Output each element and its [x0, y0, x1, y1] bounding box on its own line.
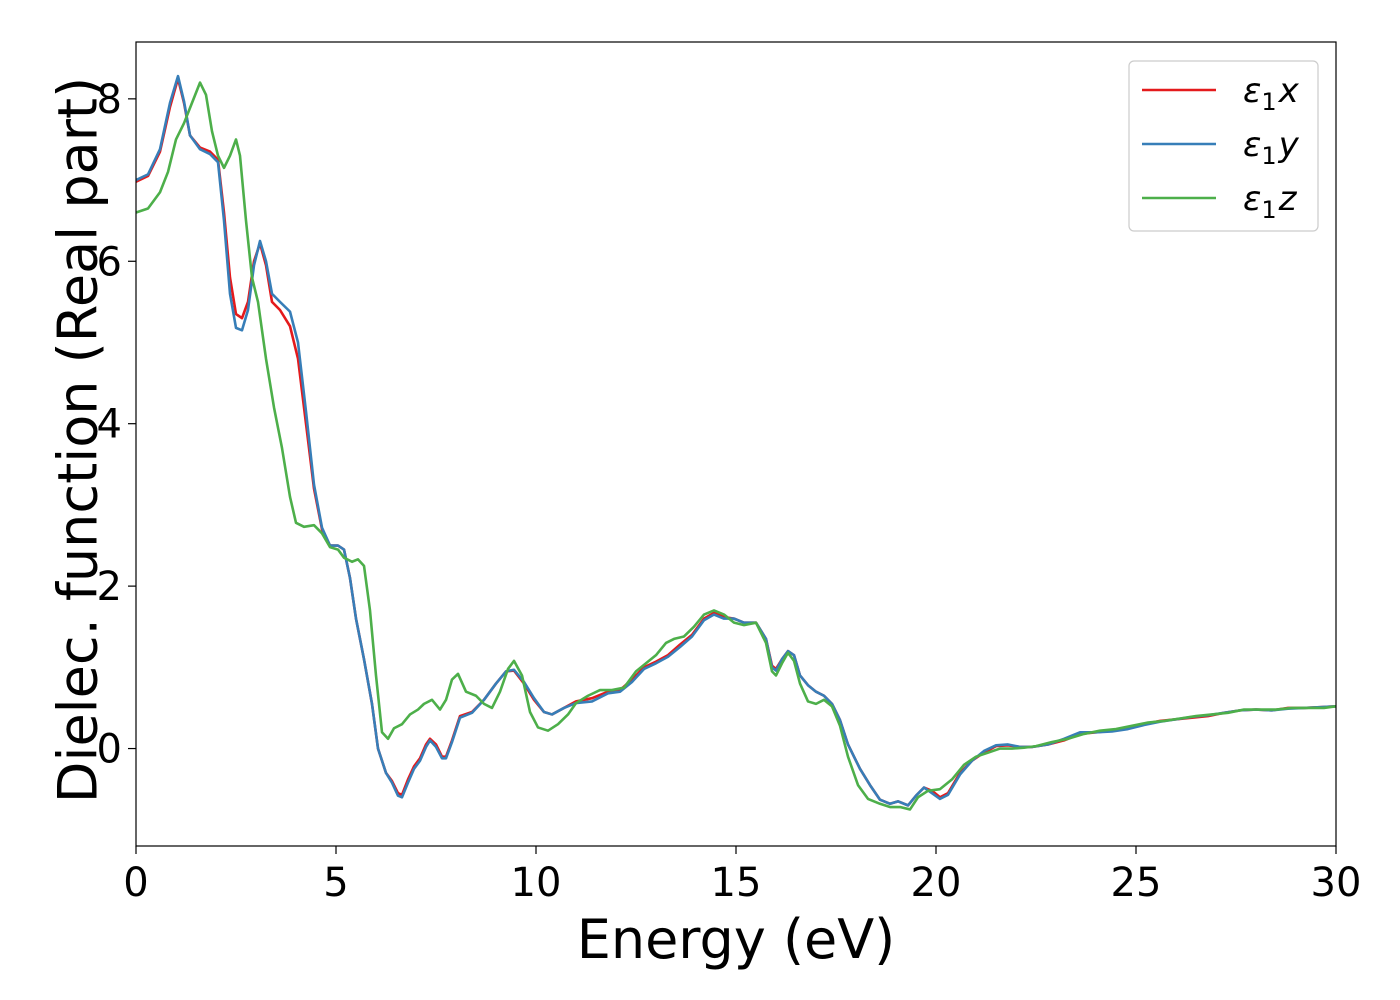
series-line-y [136, 74, 1336, 807]
series-layer [136, 74, 1336, 811]
legend-epsilon: ε [1243, 179, 1261, 219]
legend-box [1128, 60, 1319, 232]
x-tick-label: 15 [711, 860, 762, 906]
x-tick-label: 10 [511, 860, 562, 906]
legend-subscript: 1 [1261, 88, 1276, 116]
series-line-z [136, 81, 1336, 811]
y-tick-label: 2 [97, 564, 122, 610]
x-tick-label: 30 [1311, 860, 1362, 906]
y-tick-label: 4 [97, 402, 122, 448]
legend-variable: y [1278, 125, 1300, 165]
legend-variable: z [1278, 179, 1298, 219]
x-tick-label: 5 [323, 860, 348, 906]
legend-epsilon: ε [1243, 125, 1261, 165]
y-tick-label: 0 [97, 727, 122, 773]
x-axis-title: Energy (eV) [577, 908, 896, 971]
legend-label-z: ε1z [1243, 179, 1298, 224]
x-tick-label: 20 [911, 860, 962, 906]
legend-label-x: ε1x [1243, 71, 1300, 116]
y-tick-label: 8 [97, 77, 122, 123]
x-tick-label: 25 [1111, 860, 1162, 906]
y-axis-title: Dielec. function (Real part) [47, 77, 110, 803]
x-axis: 0 5 10 15 20 25 30 [123, 846, 1361, 906]
legend-epsilon: ε [1243, 71, 1261, 111]
legend-label-y: ε1y [1243, 125, 1300, 170]
legend-subscript: 1 [1261, 142, 1276, 170]
legend-variable: x [1278, 71, 1300, 111]
x-tick-label: 0 [123, 860, 148, 906]
y-axis: 0 2 4 6 8 [97, 77, 136, 773]
legend-subscript: 1 [1261, 196, 1276, 224]
y-tick-label: 6 [97, 239, 122, 285]
